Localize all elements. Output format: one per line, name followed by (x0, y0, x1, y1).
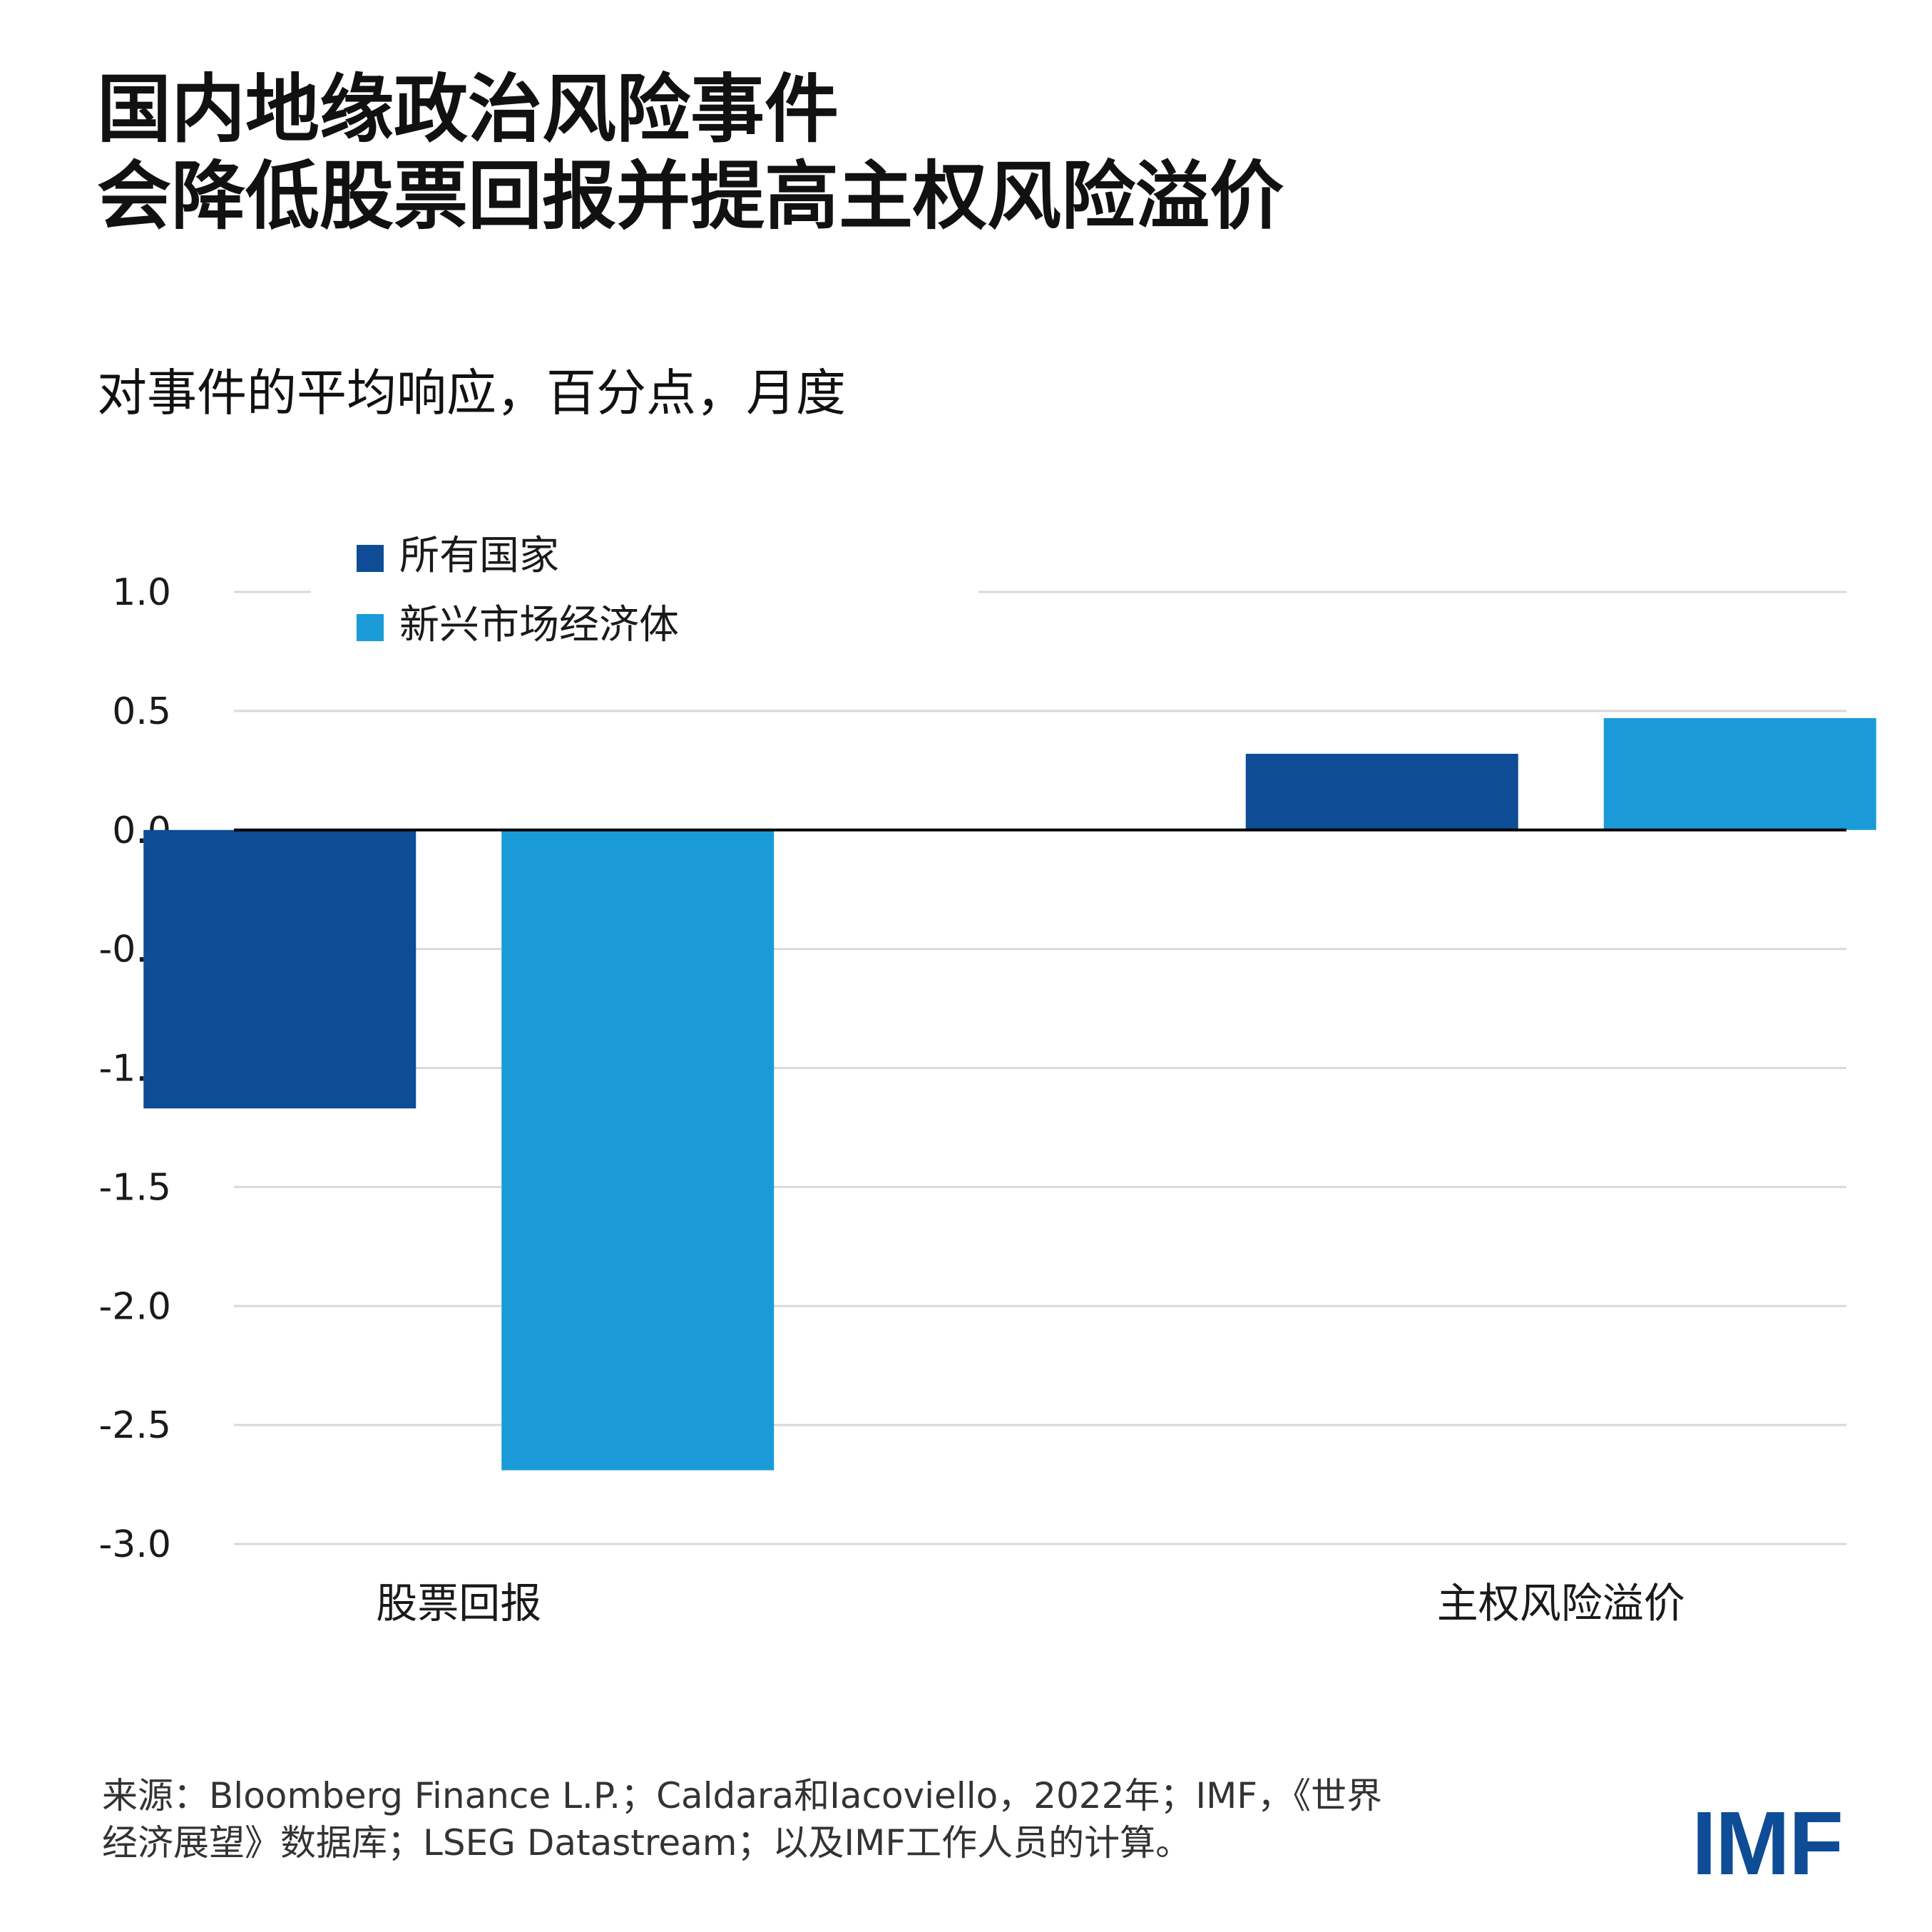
y-tick-label: -1.5 (99, 1166, 171, 1209)
legend-swatch (357, 614, 384, 641)
imf-logo: IMF (1692, 1793, 1844, 1893)
y-tick-label: -3.0 (99, 1523, 171, 1566)
title-line-1: 国内地缘政治风险事件 (97, 66, 839, 153)
y-tick-label: -2.0 (99, 1285, 171, 1328)
chart-title: 国内地缘政治风险事件 会降低股票回报并提高主权风险溢价 (97, 66, 1284, 240)
y-tick-label: -2.5 (99, 1404, 171, 1447)
title-line-2: 会降低股票回报并提高主权风险溢价 (97, 153, 1284, 240)
source-note: 来源：Bloomberg Finance L.P.；Caldara和Iacovi… (102, 1772, 1386, 1866)
bar (1603, 717, 1876, 830)
y-tick-label: 0.5 (112, 690, 171, 733)
x-category-label: 主权风险溢价 (1437, 1579, 1685, 1627)
legend-label: 新兴市场经济体 (399, 602, 679, 648)
chart-subtitle: 对事件的平均响应，百分点，月度 (97, 364, 846, 422)
legend-background (311, 528, 978, 656)
source-line-1: 来源：Bloomberg Finance L.P.；Caldara和Iacovi… (102, 1775, 1383, 1816)
bar (143, 829, 416, 1109)
bar (501, 829, 775, 1471)
bar (1245, 753, 1518, 830)
source-line-2: 经济展望》数据库；LSEG Datastream；以及IMF工作人员的计算。 (102, 1822, 1192, 1864)
x-category-label: 股票回报 (376, 1579, 541, 1627)
legend-swatch (357, 545, 384, 572)
y-tick-label: 1.0 (112, 571, 171, 614)
legend-label: 所有国家 (399, 533, 559, 579)
